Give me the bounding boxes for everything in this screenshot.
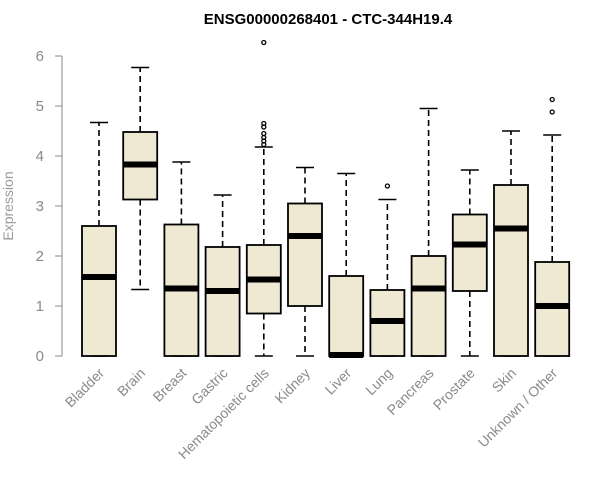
y-tick-label: 0 [36, 348, 44, 365]
outlier-point [384, 183, 391, 189]
box-skin [493, 130, 529, 357]
y-tick-label: 3 [36, 198, 44, 215]
iqr-box [493, 184, 529, 357]
box-brain [122, 66, 159, 291]
chart-title: ENSG00000268401 - CTC-344H19.4 [204, 11, 453, 28]
y-tick-label: 4 [36, 148, 44, 165]
iqr-box [451, 213, 488, 292]
x-tick-label: Kidney [272, 365, 314, 407]
outlier-point [549, 96, 555, 103]
y-tick-label: 6 [36, 48, 44, 65]
x-tick-label: Lung [362, 365, 395, 398]
outlier-point [261, 120, 267, 127]
iqr-box [328, 275, 365, 357]
x-tick-label: Liver [322, 365, 355, 398]
box-gastric [204, 194, 241, 357]
box-kidney [287, 166, 323, 357]
iqr-box [204, 246, 241, 357]
box-lung [369, 183, 406, 357]
y-axis: 0 1 2 3 4 5 6 [36, 48, 63, 365]
box-liver [328, 172, 365, 358]
iqr-box [410, 255, 447, 357]
x-tick-label: Breast [150, 365, 190, 405]
box-breast [163, 161, 200, 357]
iqr-box [81, 225, 117, 357]
x-tick-label: Brain [114, 365, 148, 399]
box-prostate [451, 169, 488, 357]
outlier-point [549, 109, 555, 115]
outlier-point [261, 130, 267, 137]
y-tick-label: 2 [36, 248, 44, 265]
boxes-group [81, 39, 571, 358]
y-tick-label: 1 [36, 298, 44, 315]
x-tick-label: Prostate [430, 365, 478, 413]
box-pancreas [410, 107, 447, 357]
y-axis-label: Expression [0, 171, 16, 240]
box-bladder [81, 121, 117, 357]
box-hematopoietic-cells [245, 39, 282, 357]
iqr-box [287, 202, 323, 307]
box-unknown-other [534, 96, 571, 357]
outlier-point [261, 39, 267, 46]
x-tick-label: Bladder [62, 365, 108, 411]
y-tick-label: 5 [36, 98, 44, 115]
x-tick-label: Skin [489, 365, 520, 396]
